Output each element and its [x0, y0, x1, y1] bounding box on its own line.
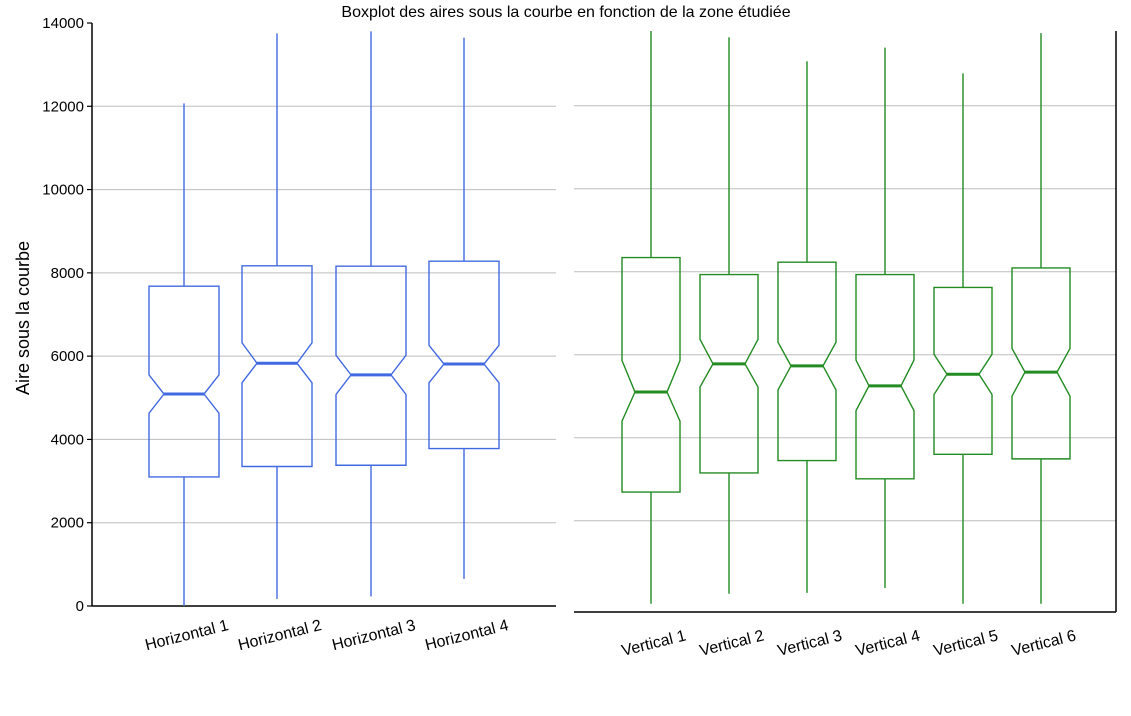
box-body [855, 273, 915, 480]
x-tick-label: Vertical 5 [932, 627, 1000, 659]
box-body [241, 265, 313, 468]
x-tick-label: Vertical 4 [854, 627, 922, 659]
y-tick-label: 0 [76, 598, 84, 615]
box-6: Vertical 6 [1010, 33, 1078, 660]
box-1: Horizontal 1 [143, 103, 230, 654]
x-tick-label: Horizontal 4 [423, 617, 510, 654]
box-3: Horizontal 3 [330, 31, 417, 654]
y-tick-label: 8000 [51, 265, 84, 282]
box-4: Vertical 4 [854, 47, 922, 660]
y-tick-label: 6000 [51, 348, 84, 365]
box-2: Vertical 2 [698, 37, 766, 660]
box-1: Vertical 1 [620, 31, 688, 660]
box-body [1011, 267, 1071, 460]
y-tick-label: 14000 [42, 15, 84, 32]
box-body [933, 286, 993, 455]
x-tick-label: Horizontal 1 [143, 617, 230, 654]
box-body [148, 285, 220, 478]
box-body [335, 265, 407, 466]
x-tick-label: Vertical 6 [1010, 627, 1078, 659]
x-tick-label: Horizontal 2 [236, 617, 323, 654]
y-tick-label: 2000 [51, 515, 84, 532]
box-5: Vertical 5 [932, 73, 1000, 660]
x-tick-label: Vertical 1 [620, 627, 688, 659]
box-body [428, 260, 500, 450]
right-panel: Vertical 1 Vertical 2 Vertical 3 Vertical 4… [574, 31, 1117, 660]
box-4: Horizontal 4 [423, 37, 510, 654]
y-axis-label: Aire sous la courbe [13, 241, 33, 395]
x-tick-label: Vertical 2 [698, 627, 766, 659]
y-tick-label: 10000 [42, 182, 84, 199]
y-tick-label: 4000 [51, 431, 84, 448]
x-tick-label: Horizontal 3 [330, 617, 417, 654]
y-tick-label: 12000 [42, 98, 84, 115]
box-2: Horizontal 2 [236, 33, 323, 654]
x-tick-label: Vertical 3 [776, 627, 844, 659]
box-body [777, 261, 837, 462]
left-panel: 0 2000 4000 6000 8000 10000 12000 14000 Horizont… [42, 15, 556, 654]
chart-title: Boxplot des aires sous la courbe en fonc… [341, 4, 790, 21]
box-body [621, 256, 681, 493]
box-3: Vertical 3 [776, 61, 844, 660]
box-body [699, 273, 759, 474]
